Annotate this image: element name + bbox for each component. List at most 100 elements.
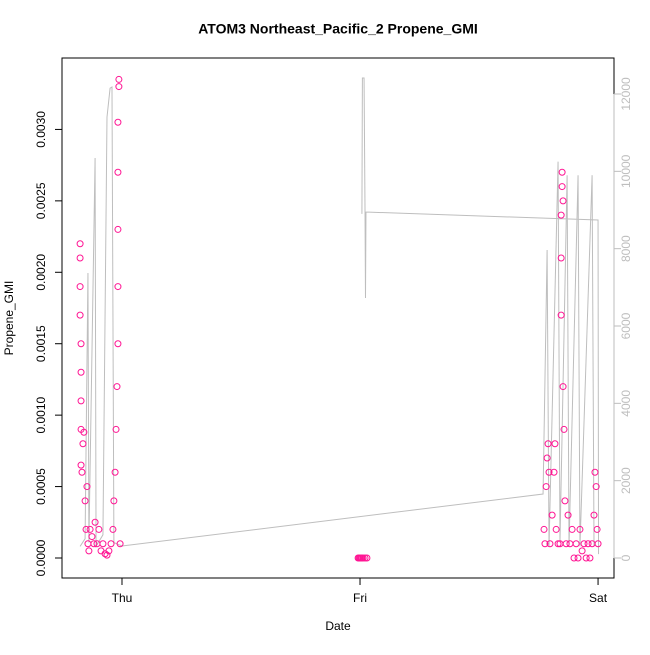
point <box>109 525 117 533</box>
x-axis-title: Date <box>325 619 351 633</box>
y2-tick-label: 2000 <box>619 467 633 494</box>
point <box>568 525 576 533</box>
point <box>574 554 582 562</box>
point <box>541 540 549 548</box>
point <box>79 440 87 448</box>
point <box>544 440 552 448</box>
y2-tick-label: 10000 <box>619 154 633 188</box>
y-tick-label: 0.0030 <box>34 111 48 148</box>
point <box>76 240 84 248</box>
point <box>90 540 98 548</box>
point <box>560 425 568 433</box>
x-tick-label: Sat <box>589 591 608 605</box>
y-tick-label: 0.0005 <box>34 468 48 505</box>
chart-title: ATOM3 Northeast_Pacific_2 Propene_GMI <box>198 21 478 37</box>
point <box>564 511 572 519</box>
point <box>116 540 124 548</box>
y-tick-label: 0.0025 <box>34 182 48 219</box>
point <box>592 483 600 491</box>
x-tick-label: Thu <box>112 591 133 605</box>
point <box>114 340 122 348</box>
point <box>114 168 122 176</box>
point <box>570 554 578 562</box>
point <box>593 525 601 533</box>
point <box>552 525 560 533</box>
y2-tick-label: 0 <box>619 554 633 561</box>
point <box>76 283 84 291</box>
point <box>557 311 565 319</box>
point <box>558 168 566 176</box>
point <box>561 497 569 505</box>
point <box>115 83 123 91</box>
point <box>113 383 121 391</box>
point <box>584 540 592 548</box>
point <box>114 118 122 126</box>
point <box>576 525 584 533</box>
point <box>559 383 567 391</box>
point <box>582 554 590 562</box>
y2-tick-label: 12000 <box>619 77 633 111</box>
y2-tick-label: 4000 <box>619 390 633 417</box>
point <box>114 283 122 291</box>
point <box>115 75 123 83</box>
point <box>82 525 90 533</box>
point <box>586 554 594 562</box>
point <box>112 425 120 433</box>
point <box>88 533 96 541</box>
point <box>76 311 84 319</box>
point <box>542 483 550 491</box>
point <box>361 554 369 562</box>
point <box>578 547 586 555</box>
point <box>580 540 588 548</box>
point <box>359 554 367 562</box>
point <box>99 540 107 548</box>
point <box>594 540 602 548</box>
point <box>545 468 553 476</box>
point <box>86 525 94 533</box>
point <box>363 554 371 562</box>
point <box>77 368 85 376</box>
point <box>546 540 554 548</box>
point <box>562 540 570 548</box>
point <box>85 547 93 555</box>
point <box>107 540 115 548</box>
y-tick-label: 0.0015 <box>34 325 48 362</box>
point <box>77 397 85 405</box>
y-tick-label: 0.0020 <box>34 254 48 291</box>
point <box>591 468 599 476</box>
point <box>91 518 99 526</box>
point <box>80 428 88 436</box>
y2-tick-label: 8000 <box>619 235 633 262</box>
point <box>551 440 559 448</box>
point <box>105 547 113 555</box>
point <box>111 468 119 476</box>
point <box>83 483 91 491</box>
point <box>95 525 103 533</box>
x-tick-label: Fri <box>353 591 367 605</box>
point <box>77 340 85 348</box>
point <box>590 511 598 519</box>
point <box>81 497 89 505</box>
point <box>114 225 122 233</box>
y-tick-label: 0.0010 <box>34 396 48 433</box>
point <box>110 497 118 505</box>
point <box>543 454 551 462</box>
point <box>548 511 556 519</box>
point <box>78 468 86 476</box>
point <box>558 183 566 191</box>
y-tick-label: 0.0000 <box>34 539 48 576</box>
point <box>550 468 558 476</box>
point <box>559 197 567 205</box>
point <box>76 254 84 262</box>
y-axis-title: Propene_GMI <box>2 281 16 356</box>
point <box>557 254 565 262</box>
point <box>540 525 548 533</box>
point <box>572 540 580 548</box>
point <box>103 551 111 559</box>
point <box>554 540 562 548</box>
point <box>77 461 85 469</box>
y2-tick-label: 6000 <box>619 312 633 339</box>
point <box>557 211 565 219</box>
